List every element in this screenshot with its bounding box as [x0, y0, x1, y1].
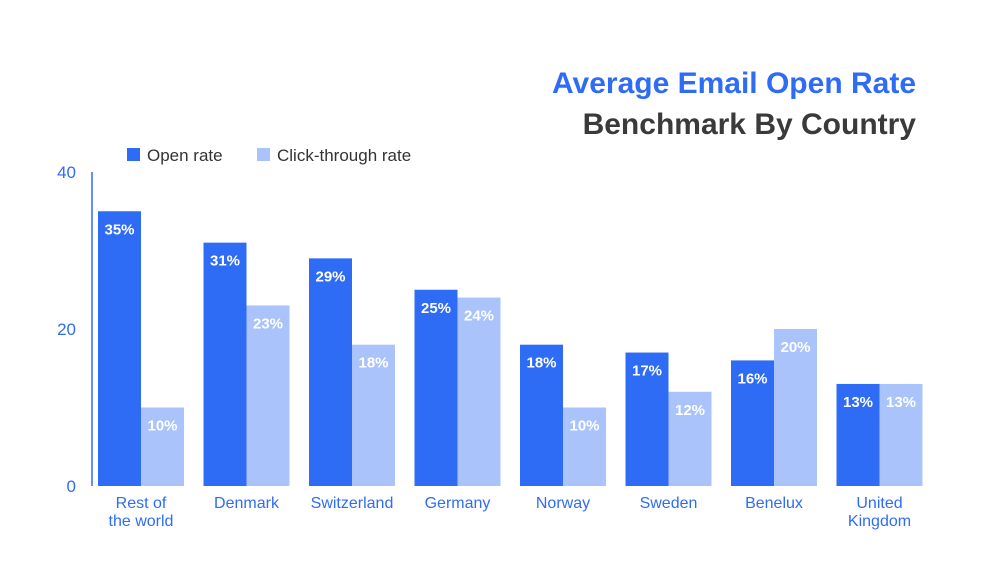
bar-click-through-rate	[352, 344, 395, 486]
bar-click-through-rate	[246, 305, 290, 486]
bar-click-through-rate	[141, 407, 184, 486]
data-label: 29%	[315, 268, 345, 285]
data-label: 20%	[780, 339, 810, 356]
data-label: 18%	[526, 355, 556, 372]
x-category-label: Germany	[425, 495, 491, 512]
y-axis: 0 20 40	[57, 163, 93, 496]
x-category-label: Sweden	[640, 495, 698, 512]
x-category-label: Benelux	[745, 495, 803, 512]
bar-open-rate	[836, 383, 880, 486]
data-label: 24%	[464, 308, 494, 325]
bar-click-through-rate	[774, 329, 817, 486]
y-tick-label: 40	[57, 163, 76, 182]
bar-click-through-rate	[879, 383, 923, 486]
chart-title: Average Email Open Rate	[552, 67, 916, 100]
x-category-label: Rest of	[116, 495, 167, 512]
legend-swatch-click-through-rate	[257, 148, 270, 161]
x-category-label: the world	[109, 513, 174, 530]
data-label: 16%	[737, 370, 767, 387]
data-label: 18%	[358, 355, 388, 372]
data-label: 23%	[253, 315, 283, 332]
bar-click-through-rate	[457, 297, 501, 486]
y-tick-label: 20	[57, 320, 76, 339]
bar-click-through-rate	[668, 391, 712, 486]
data-label: 13%	[843, 394, 873, 411]
bar-open-rate	[731, 360, 774, 486]
data-label: 12%	[675, 402, 705, 419]
data-label: 25%	[421, 300, 451, 317]
chart-subtitle: Benchmark By Country	[583, 108, 917, 141]
data-label: 31%	[210, 253, 240, 270]
bar-open-rate	[520, 344, 563, 486]
x-category-label: United	[856, 495, 902, 512]
bar-open-rate	[203, 242, 247, 486]
legend-swatch-open-rate	[127, 148, 140, 161]
bar-click-through-rate	[563, 407, 606, 486]
x-category-label: Norway	[536, 495, 590, 512]
data-label: 10%	[147, 418, 177, 435]
bar-open-rate	[309, 258, 352, 486]
data-label: 10%	[569, 418, 599, 435]
x-category-label: Denmark	[214, 495, 280, 512]
x-category-label: Switzerland	[311, 495, 394, 512]
x-category-label: Kingdom	[848, 513, 911, 530]
bars: 35% 10% 31% 23% 29% 18% 25% 24% 18% 10% 17% 12% 16% 2…	[98, 211, 923, 486]
data-label: 35%	[104, 221, 134, 238]
y-tick-label: 0	[67, 477, 76, 496]
bar-open-rate	[98, 211, 141, 486]
legend: Open rate Click-through rate	[127, 146, 411, 165]
legend-label: Click-through rate	[277, 146, 411, 165]
bar-open-rate	[625, 352, 669, 486]
data-label: 13%	[886, 394, 916, 411]
legend-label: Open rate	[147, 146, 223, 165]
data-label: 17%	[632, 363, 662, 380]
bar-open-rate	[414, 289, 458, 486]
